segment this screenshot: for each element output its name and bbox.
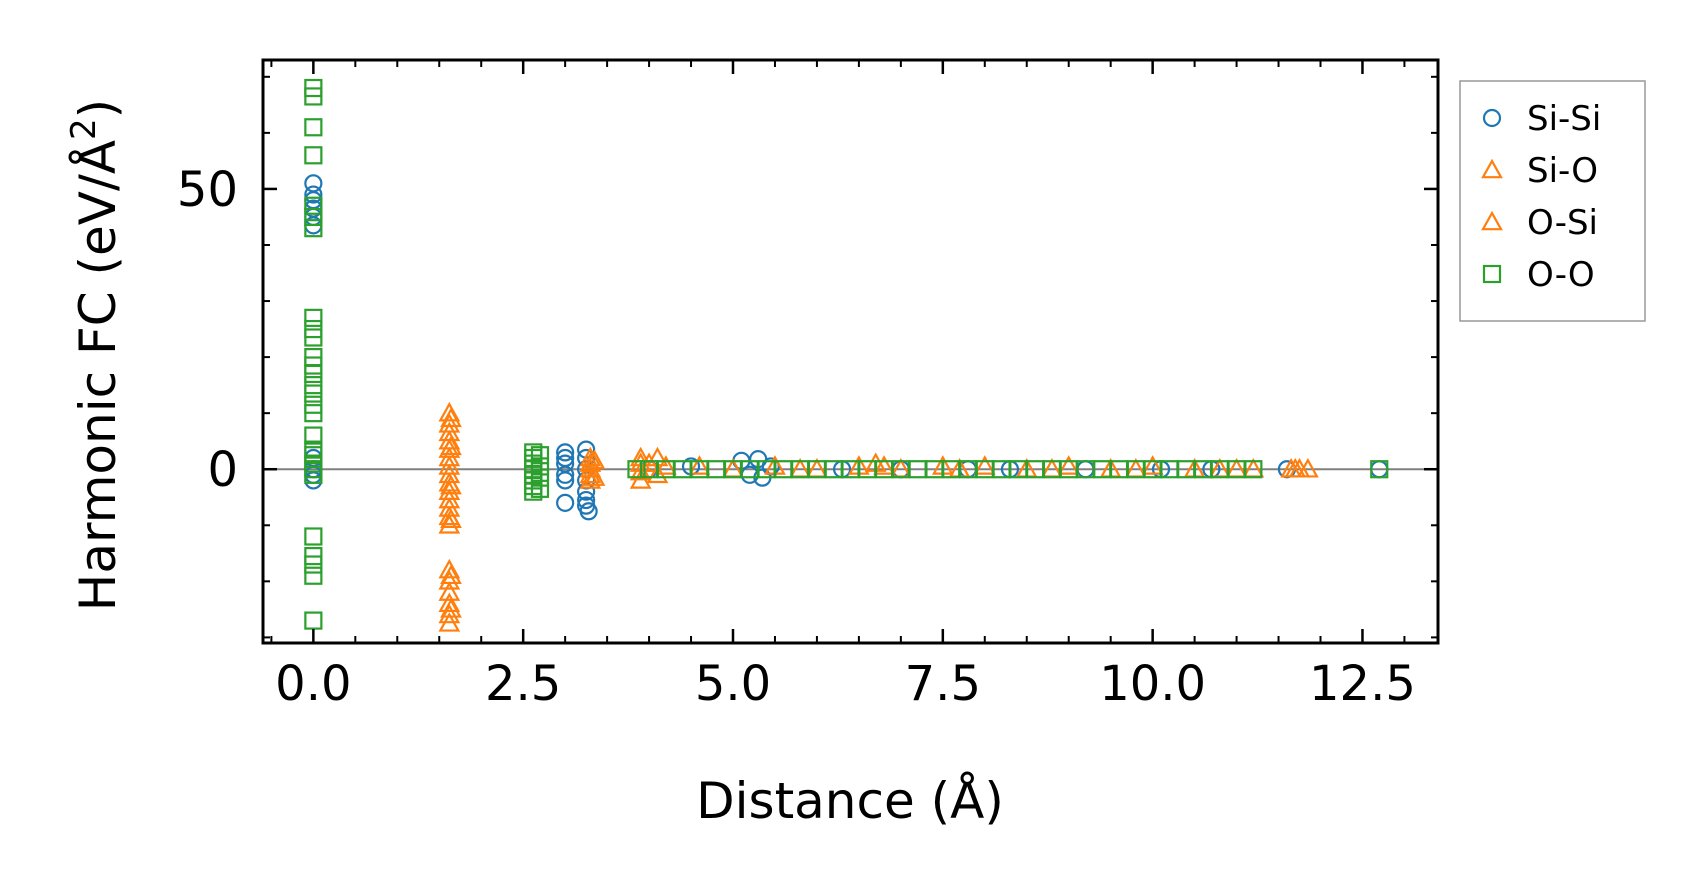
legend-marker-o-si — [1481, 210, 1503, 231]
data-point-o-o — [304, 566, 323, 585]
x-tick-label: 12.5 — [1309, 656, 1416, 712]
y-axis-label-main: Harmonic FC (eV/Å — [69, 140, 127, 611]
data-point-si-si — [577, 490, 596, 510]
data-point-si-o — [438, 514, 461, 534]
legend-marker-si-si — [1482, 108, 1502, 128]
legend: Si-Si Si-O O-Si O-O — [1459, 80, 1646, 322]
legend-label-o-si: O-Si — [1527, 203, 1598, 243]
legend-marker-si-o — [1481, 158, 1503, 179]
data-point-o-o — [304, 328, 323, 347]
y-axis-label: Harmonic FC (eV/Å2) — [64, 99, 127, 611]
data-point-si-o — [1141, 455, 1164, 475]
data-point-o-o — [304, 207, 323, 227]
data-point-si-o — [579, 469, 602, 489]
data-point-o-o — [304, 87, 323, 106]
data-point-si-si — [304, 185, 323, 204]
series-o-o — [304, 78, 1389, 630]
data-point-o-o — [304, 384, 323, 403]
data-point-si-si — [556, 493, 575, 512]
x-tick-label: 2.5 — [485, 656, 561, 712]
data-point-o-si — [583, 466, 606, 486]
legend-label-si-si: Si-Si — [1527, 99, 1601, 139]
y-tick-labels: 0 50 — [177, 162, 238, 498]
data-point-o-o — [304, 146, 323, 165]
series-o-si — [440, 407, 1307, 618]
data-point-o-o — [304, 219, 323, 238]
data-point-o-si — [440, 435, 462, 456]
data-point-si-o — [438, 612, 461, 632]
data-point-o-si — [440, 598, 462, 618]
x-tick-label: 5.0 — [695, 656, 771, 712]
data-point-o-o — [627, 460, 646, 479]
data-points — [304, 78, 1389, 632]
data-point-si-o — [438, 603, 461, 624]
legend-label-si-o: Si-O — [1527, 151, 1598, 191]
data-point-si-si — [556, 443, 575, 462]
data-point-si-o — [438, 558, 461, 579]
data-point-si-o — [688, 455, 711, 475]
series-si-o — [438, 401, 1319, 632]
data-point-si-o — [438, 581, 461, 601]
data-point-o-o — [530, 446, 550, 465]
data-point-o-si — [440, 407, 462, 428]
data-point-si-o — [629, 469, 652, 489]
data-point-si-o — [438, 570, 461, 590]
y-tick-label: 0 — [207, 442, 238, 498]
x-tick-label: 0.0 — [275, 656, 351, 712]
x-tick-label: 7.5 — [905, 656, 981, 712]
data-point-si-si — [556, 471, 575, 490]
data-point-si-o — [1297, 457, 1319, 478]
legend-items: Si-Si Si-O O-Si O-O — [1481, 99, 1601, 295]
y-axis-label-superscript: 2 — [64, 118, 104, 140]
data-point-o-o — [304, 308, 323, 327]
data-point-si-o — [1057, 455, 1080, 475]
data-point-si-o — [438, 401, 461, 422]
data-point-o-o — [304, 118, 323, 137]
axis-ticks — [263, 60, 1438, 643]
data-point-o-si — [440, 474, 462, 495]
y-axis-label-close: ) — [69, 99, 127, 119]
x-tick-labels: 0.0 2.5 5.0 7.5 10.0 12.5 — [275, 656, 1416, 712]
data-point-o-si — [1284, 457, 1307, 478]
data-point-o-si — [873, 455, 895, 475]
data-point-o-o — [1370, 460, 1389, 479]
data-point-si-si — [579, 502, 598, 521]
data-point-o-o — [304, 404, 323, 423]
plot-frame — [261, 58, 1440, 645]
legend-label-o-o: O-O — [1527, 255, 1595, 295]
data-point-o-o — [304, 527, 323, 546]
plot-area — [261, 58, 1440, 645]
data-point-o-o — [1244, 460, 1263, 479]
data-point-si-o — [579, 463, 602, 484]
data-point-o-o — [304, 555, 323, 574]
y-tick-label: 50 — [177, 162, 238, 218]
data-point-o-si — [440, 508, 462, 528]
data-point-o-o — [530, 457, 550, 476]
data-point-o-o — [304, 426, 323, 445]
legend-marker-o-o — [1482, 264, 1502, 284]
data-point-o-o — [304, 611, 323, 630]
data-point-o-o — [524, 482, 543, 501]
data-point-o-si — [654, 455, 677, 475]
x-axis-label: Distance (Å) — [696, 772, 1004, 830]
data-point-o-o — [304, 465, 323, 484]
data-point-si-o — [973, 455, 996, 475]
data-point-si-o — [438, 592, 461, 613]
data-point-si-si — [556, 465, 575, 484]
x-tick-label: 10.0 — [1099, 656, 1206, 712]
data-point-o-si — [440, 564, 462, 585]
data-point-o-o — [304, 364, 323, 384]
data-point-o-o — [530, 468, 550, 487]
data-point-o-o — [304, 196, 323, 215]
data-point-o-o — [530, 479, 550, 498]
